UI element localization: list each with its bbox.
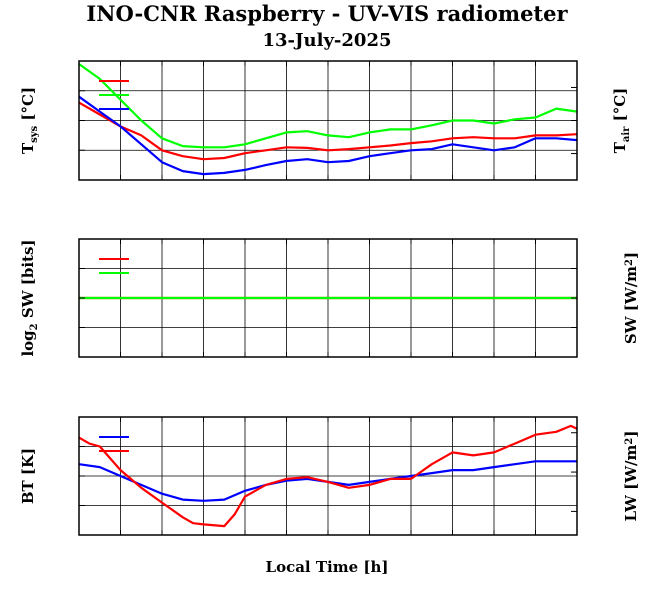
y-axis-label-right: LW [W/m2] — [622, 431, 640, 522]
series-line-1 — [78, 101, 578, 161]
x-axis-label: Local Time [h] — [266, 558, 389, 576]
y-axis-label-left: log2 SW [bits] — [19, 239, 40, 356]
y-axis-label-left: BT [K] — [19, 448, 37, 504]
chart-panel-2 — [78, 238, 578, 358]
chart-panel-3 — [78, 416, 578, 536]
series-line-2 — [78, 424, 578, 528]
chart-panels: Tsys [°C] Tair [°C] log2 SW [bits] SW [W/m2… — [19, 60, 640, 536]
y-axis-label-right: SW [W/m2] — [622, 252, 640, 344]
series-line-3 — [78, 95, 578, 176]
chart-title: INO-CNR Raspberry - UV-VIS radiometer — [86, 1, 568, 26]
series-line-2 — [78, 63, 578, 149]
y-axis-label-right: Tair [°C] — [611, 88, 632, 154]
y-axis-label-left: Tsys [°C] — [19, 87, 40, 154]
chart-subtitle: 13-July-2025 — [263, 30, 392, 51]
chart-panel-1 — [78, 60, 578, 181]
